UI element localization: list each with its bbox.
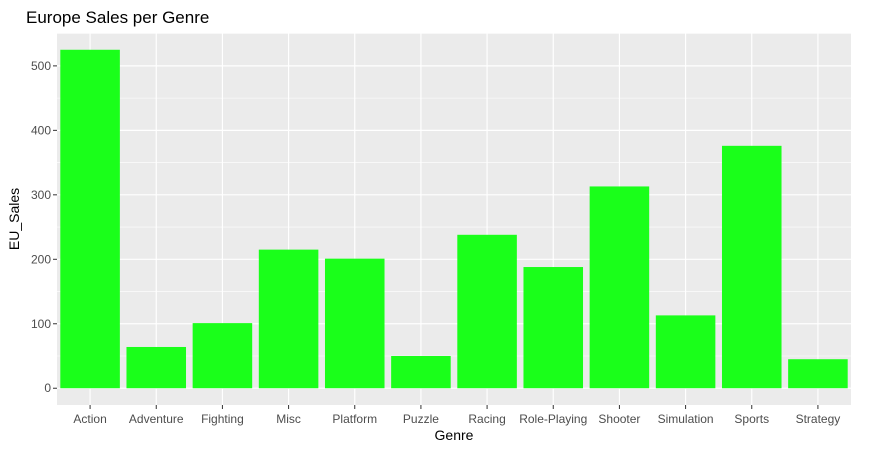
y-axis: 0 100 200 300 400 500	[31, 59, 57, 395]
x-tick-label: Adventure	[129, 412, 184, 426]
y-tick-label: 300	[31, 188, 51, 202]
bar-shooter	[589, 186, 650, 389]
plot-panel	[57, 33, 851, 405]
y-axis-title: EU_Sales	[6, 188, 22, 250]
y-tick-label: 0	[44, 381, 51, 395]
y-tick-label: 400	[31, 123, 51, 137]
x-tick-label: Sports	[734, 412, 769, 426]
bar-sports	[721, 145, 782, 389]
bar-simulation	[655, 315, 716, 389]
x-tick-label: Strategy	[796, 412, 841, 426]
y-tick-label: 500	[31, 59, 51, 73]
x-tick-label: Fighting	[201, 412, 244, 426]
bar-role-playing	[523, 267, 584, 389]
bar-racing	[457, 234, 517, 389]
x-axis: Action Adventure Fighting Misc Platform Puzzl…	[73, 405, 840, 426]
bar-action	[60, 49, 120, 389]
minor-grid	[57, 33, 851, 357]
y-tick-label: 200	[31, 252, 51, 266]
x-tick-label: Shooter	[598, 412, 640, 426]
bar-puzzle	[391, 356, 451, 389]
x-tick-label: Role-Playing	[519, 412, 587, 426]
bars	[60, 49, 848, 389]
x-tick-label: Misc	[276, 412, 301, 426]
x-axis-title: Genre	[435, 427, 474, 443]
x-tick-label: Racing	[468, 412, 505, 426]
x-tick-label: Puzzle	[403, 412, 439, 426]
bar-strategy	[788, 359, 848, 389]
x-tick-label: Simulation	[658, 412, 714, 426]
bar-adventure	[126, 346, 187, 389]
x-tick-label: Action	[73, 412, 106, 426]
bar-misc	[258, 249, 319, 389]
bar-fighting	[192, 323, 253, 389]
x-tick-label: Platform	[332, 412, 377, 426]
y-tick-label: 100	[31, 317, 51, 331]
bar-platform	[324, 258, 385, 389]
chart-title: Europe Sales per Genre	[26, 8, 209, 27]
